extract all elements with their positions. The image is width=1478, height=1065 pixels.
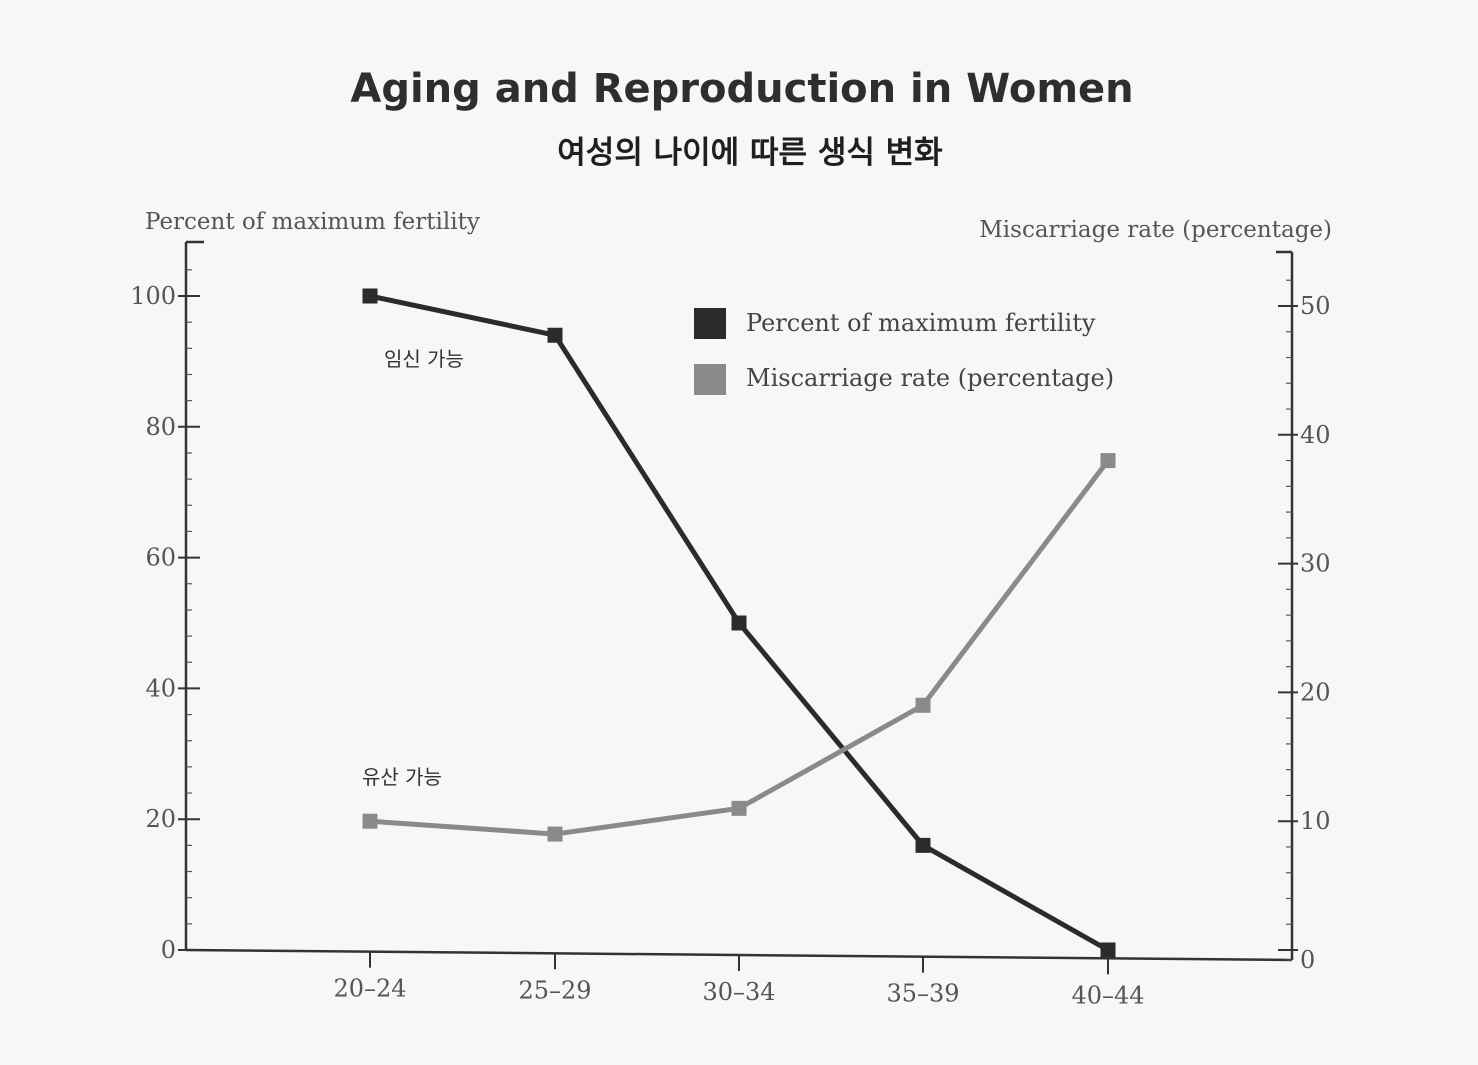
series-line-1 <box>369 459 1110 837</box>
right-tick-label: 50 <box>1300 292 1331 320</box>
legend: Percent of maximum fertility Miscarriage… <box>694 308 1114 395</box>
right-tick-label: 20 <box>1300 678 1331 706</box>
series-layer <box>362 288 1116 958</box>
series-marker-1 <box>731 800 747 816</box>
x-tick-label: 20–24 <box>333 975 406 1003</box>
x-tick-label: 30–34 <box>702 978 775 1006</box>
series-marker-1 <box>915 697 931 713</box>
axes <box>184 240 1294 962</box>
series-marker-1 <box>547 826 563 842</box>
left-tick-label: 0 <box>161 936 176 964</box>
right-axis-title: Miscarriage rate (percentage) <box>979 217 1332 243</box>
legend-swatch-miscarriage <box>694 364 726 395</box>
legend-label-miscarriage: Miscarriage rate (percentage) <box>746 364 1114 392</box>
series-marker-0 <box>547 327 563 343</box>
right-tick-label: 30 <box>1300 550 1331 578</box>
x-tick-label: 25–29 <box>518 976 591 1004</box>
annotation-label: 임신 가능 <box>384 347 464 371</box>
left-tick-label: 80 <box>145 413 176 441</box>
right-tick-label: 0 <box>1300 946 1315 974</box>
chart-subtitle: 여성의 나이에 따른 생식 변화 <box>557 135 943 171</box>
series-marker-0 <box>1100 942 1116 958</box>
chart-title: Aging and Reproduction in Women <box>350 66 1133 112</box>
series-marker-0 <box>915 837 931 853</box>
legend-swatch-fertility <box>694 308 726 339</box>
right-tick-label: 10 <box>1300 807 1331 835</box>
ticks: 0 20 40 60 80 100 0 10 20 30 40 50 20–24 25–29 30–34 35… <box>130 269 1331 1009</box>
right-tick-label: 40 <box>1300 421 1331 449</box>
legend-label-fertility: Percent of maximum fertility <box>746 309 1096 337</box>
series-marker-1 <box>362 813 378 829</box>
left-tick-label: 60 <box>145 544 176 572</box>
left-tick-label: 40 <box>145 674 176 702</box>
series-marker-1 <box>1100 453 1116 469</box>
left-tick-label: 100 <box>130 282 176 310</box>
x-tick-label: 40–44 <box>1071 981 1144 1009</box>
x-tick-label: 35–39 <box>886 980 959 1008</box>
series-marker-0 <box>362 288 378 304</box>
series-marker-0 <box>731 615 747 631</box>
left-axis-title: Percent of maximum fertility <box>145 209 480 235</box>
left-tick-label: 20 <box>145 805 176 833</box>
annotation-label: 유산 가능 <box>362 765 442 789</box>
